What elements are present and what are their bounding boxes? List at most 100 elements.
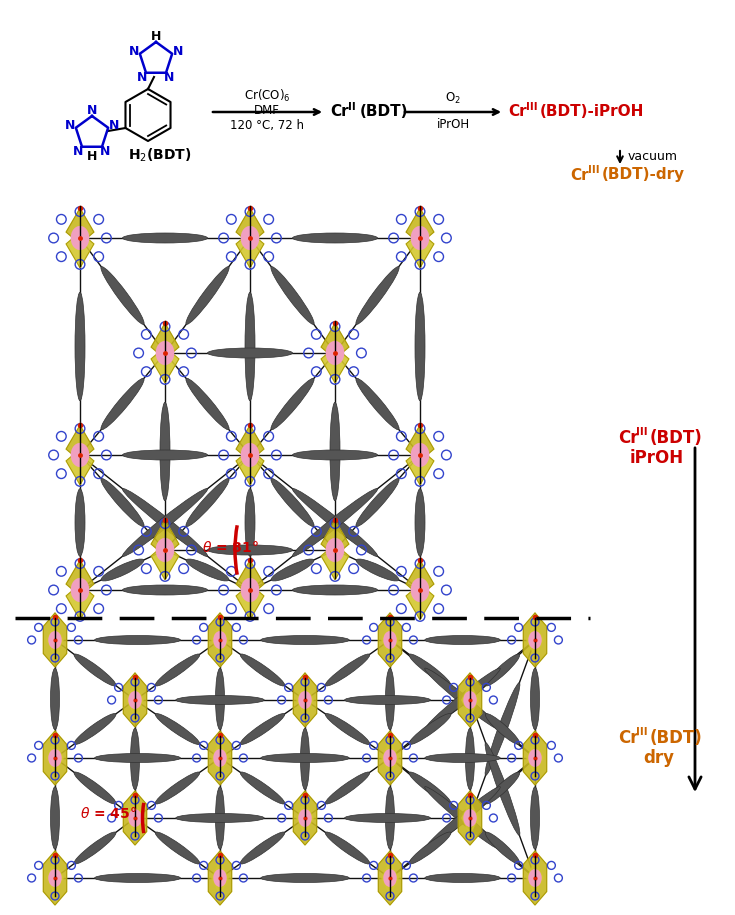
Text: O$_2$: O$_2$ xyxy=(445,91,461,105)
Text: N: N xyxy=(137,71,148,84)
Polygon shape xyxy=(66,425,94,461)
Polygon shape xyxy=(212,862,228,894)
Ellipse shape xyxy=(415,489,425,556)
Ellipse shape xyxy=(271,479,314,526)
Polygon shape xyxy=(293,673,317,727)
Polygon shape xyxy=(523,613,547,667)
Ellipse shape xyxy=(463,809,477,827)
Ellipse shape xyxy=(465,728,475,790)
Ellipse shape xyxy=(409,772,451,804)
Ellipse shape xyxy=(293,585,378,595)
Ellipse shape xyxy=(330,403,340,501)
Ellipse shape xyxy=(425,874,501,882)
Text: (BDT): (BDT) xyxy=(650,729,703,747)
Ellipse shape xyxy=(485,743,520,835)
Text: III: III xyxy=(588,165,600,175)
Polygon shape xyxy=(527,862,543,894)
Ellipse shape xyxy=(425,636,501,644)
Polygon shape xyxy=(208,731,232,785)
Text: iPrOH: iPrOH xyxy=(437,117,470,131)
Ellipse shape xyxy=(485,772,520,804)
Ellipse shape xyxy=(301,728,309,790)
Polygon shape xyxy=(212,624,228,656)
Ellipse shape xyxy=(425,787,501,849)
Text: Cr: Cr xyxy=(570,167,589,182)
Ellipse shape xyxy=(531,787,539,849)
Text: N: N xyxy=(173,46,183,59)
Text: H$_2$(BDT): H$_2$(BDT) xyxy=(129,146,192,164)
Ellipse shape xyxy=(261,874,349,882)
Ellipse shape xyxy=(385,668,395,729)
Polygon shape xyxy=(381,862,398,894)
Text: $\theta$ = 45°: $\theta$ = 45° xyxy=(80,805,137,821)
Text: 120 °C, 72 h: 120 °C, 72 h xyxy=(230,120,304,133)
Text: $\theta$ = 81°: $\theta$ = 81° xyxy=(202,540,259,554)
Polygon shape xyxy=(297,684,313,716)
Ellipse shape xyxy=(411,226,429,250)
Text: N: N xyxy=(65,120,76,133)
Ellipse shape xyxy=(298,691,312,709)
Ellipse shape xyxy=(356,479,399,526)
Text: Cr: Cr xyxy=(618,729,639,747)
Ellipse shape xyxy=(385,787,395,849)
Ellipse shape xyxy=(485,832,520,864)
Polygon shape xyxy=(406,425,434,461)
Text: (BDT): (BDT) xyxy=(650,429,703,447)
Text: H: H xyxy=(151,29,161,43)
Ellipse shape xyxy=(95,874,180,882)
Ellipse shape xyxy=(71,443,90,467)
Ellipse shape xyxy=(411,578,429,602)
Ellipse shape xyxy=(128,809,142,827)
Ellipse shape xyxy=(186,378,229,430)
Ellipse shape xyxy=(293,450,378,460)
Polygon shape xyxy=(462,802,478,834)
Polygon shape xyxy=(66,449,94,485)
Ellipse shape xyxy=(123,585,207,595)
Ellipse shape xyxy=(326,772,370,804)
Text: III: III xyxy=(636,427,648,437)
Polygon shape xyxy=(297,802,313,834)
Text: N: N xyxy=(129,46,140,59)
Polygon shape xyxy=(151,521,179,556)
Ellipse shape xyxy=(123,450,207,460)
Ellipse shape xyxy=(240,772,284,804)
Ellipse shape xyxy=(425,753,501,762)
Text: III: III xyxy=(636,727,648,737)
Ellipse shape xyxy=(213,631,227,649)
Ellipse shape xyxy=(101,266,144,325)
Polygon shape xyxy=(379,851,402,905)
Ellipse shape xyxy=(356,266,399,325)
Ellipse shape xyxy=(293,489,378,556)
Polygon shape xyxy=(127,802,143,834)
Polygon shape xyxy=(236,425,264,461)
Ellipse shape xyxy=(75,489,85,556)
Ellipse shape xyxy=(383,749,397,767)
Text: N: N xyxy=(165,71,175,84)
Polygon shape xyxy=(208,613,232,667)
Ellipse shape xyxy=(101,479,144,526)
Ellipse shape xyxy=(155,714,200,745)
Ellipse shape xyxy=(293,233,378,243)
Ellipse shape xyxy=(383,869,397,887)
Ellipse shape xyxy=(213,749,227,767)
Ellipse shape xyxy=(101,559,144,581)
Polygon shape xyxy=(43,731,67,785)
Ellipse shape xyxy=(326,714,370,745)
Ellipse shape xyxy=(123,489,207,556)
Polygon shape xyxy=(127,684,143,716)
Ellipse shape xyxy=(240,578,259,602)
Text: N: N xyxy=(100,145,111,158)
Ellipse shape xyxy=(528,631,542,649)
Ellipse shape xyxy=(298,809,312,827)
Text: DMF: DMF xyxy=(254,104,280,117)
Ellipse shape xyxy=(326,341,345,365)
Text: iPrOH: iPrOH xyxy=(630,449,684,467)
Ellipse shape xyxy=(186,559,229,581)
Polygon shape xyxy=(321,544,349,580)
Polygon shape xyxy=(406,560,434,596)
Polygon shape xyxy=(123,673,147,727)
Text: (BDT)-dry: (BDT)-dry xyxy=(602,167,685,182)
Ellipse shape xyxy=(156,341,174,365)
Ellipse shape xyxy=(411,443,429,467)
Ellipse shape xyxy=(75,292,85,401)
